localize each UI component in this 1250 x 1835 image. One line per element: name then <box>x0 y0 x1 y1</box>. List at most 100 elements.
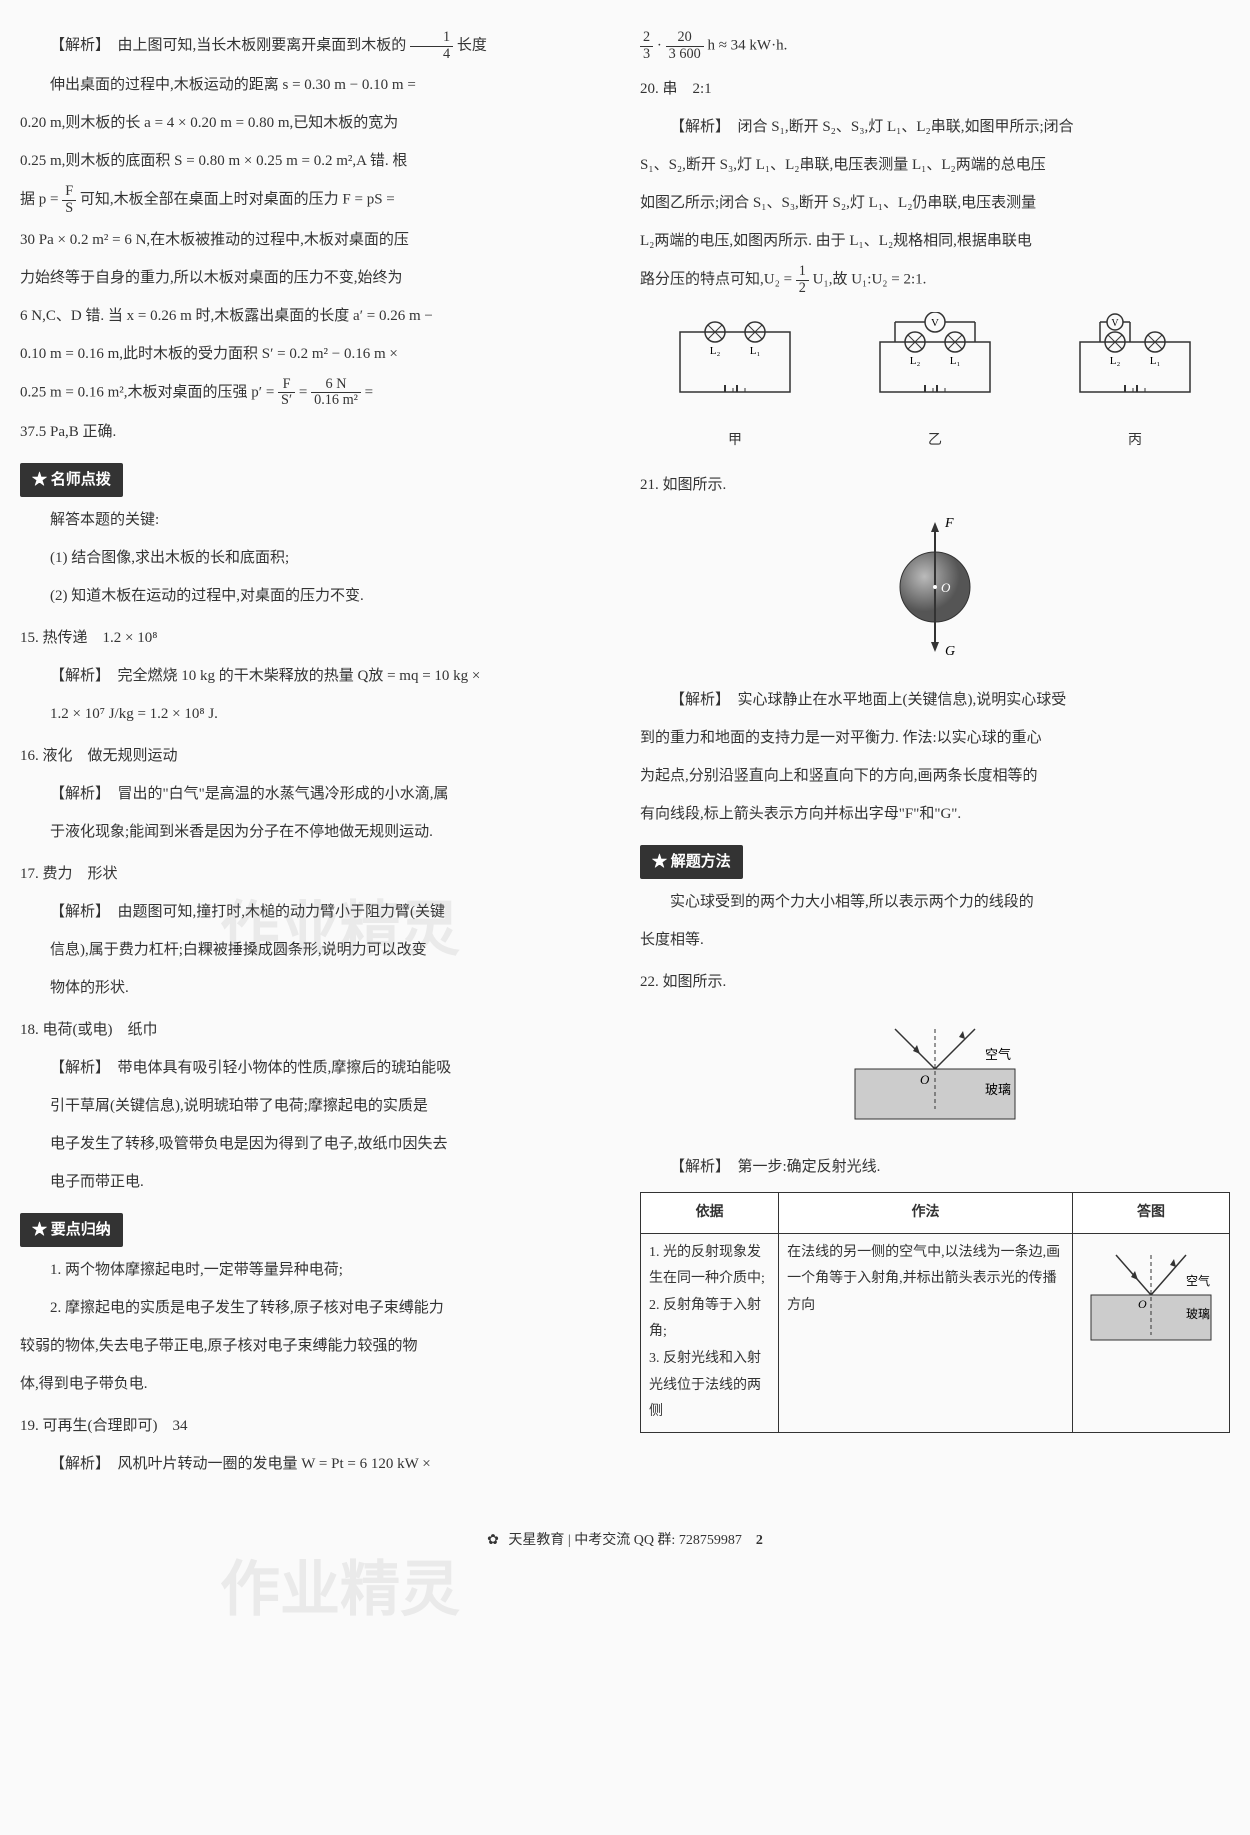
table-header: 答图 <box>1072 1192 1229 1233</box>
tip-heading: 解答本题的关键: <box>20 505 610 535</box>
right-column: 2 3 · 20 3 600 h ≈ 34 kW·h. 20. 串 2:1 【解… <box>640 30 1230 1487</box>
analysis-text: 如图乙所示;闭合 S₁、S₃,断开 S₂,灯 L₁、L₂仍串联,电压表测量 <box>640 188 1230 218</box>
force-label-f: F <box>944 516 954 531</box>
solution-table: 依据 作法 答图 1. 光的反射现象发生在同一种介质中; 2. 反射角等于入射角… <box>640 1192 1230 1433</box>
numerator: 6 N <box>311 377 361 394</box>
analysis-text: 6 N,C、D 错. 当 x = 0.26 m 时,木板露出桌面的长度 a′ =… <box>20 301 610 331</box>
denominator: 3 <box>640 47 653 63</box>
section-tag-points: 要点归纳 <box>20 1213 123 1247</box>
circuit-label: 丙 <box>1040 427 1230 455</box>
analysis-text: 实心球受到的两个力大小相等,所以表示两个力的线段的 <box>640 887 1230 917</box>
note-item: 2. 摩擦起电的实质是电子发生了转移,原子核对电子束缚能力 <box>20 1293 610 1323</box>
question-19: 19. 可再生(合理即可) 34 <box>20 1411 610 1441</box>
center-label: O <box>941 580 951 595</box>
svg-text:L₂: L₂ <box>910 355 921 367</box>
text: 0.25 m = 0.16 m²,木板对桌面的压强 p′ = <box>20 384 278 400</box>
left-column: 【解析】 由上图可知,当长木板刚要离开桌面到木板的 1 4 长度 伸出桌面的过程… <box>20 30 610 1487</box>
analysis-text: 于液化现象;能闻到米香是因为分子在不停地做无规则运动. <box>20 817 610 847</box>
analysis-text: 路分压的特点可知,U₂ = 1 2 U₁,故 U₁:U₂ = 2:1. <box>640 264 1230 296</box>
fraction: 1 2 <box>796 264 809 296</box>
table-cell: 1. 光的反射现象发生在同一种介质中; 2. 反射角等于入射角; 3. 反射光线… <box>641 1233 779 1432</box>
svg-text:L₂: L₂ <box>1110 355 1121 367</box>
svg-text:L₂: L₂ <box>710 345 721 357</box>
answer-refraction-icon: O 空气 玻璃 <box>1081 1240 1221 1350</box>
question-18: 18. 电荷(或电) 纸巾 <box>20 1015 610 1045</box>
table-header: 作法 <box>779 1192 1073 1233</box>
tip-item: (2) 知道木板在运动的过程中,对桌面的压力不变. <box>20 581 610 611</box>
text: 可知,木板全部在桌面上时对桌面的压力 F = pS = <box>80 192 395 208</box>
page-columns: 【解析】 由上图可知,当长木板刚要离开桌面到木板的 1 4 长度 伸出桌面的过程… <box>20 30 1230 1487</box>
question-21: 21. 如图所示. <box>640 470 1230 500</box>
fraction: F S′ <box>278 377 295 409</box>
circuit-icon: L₂ L₁ V <box>1065 312 1205 412</box>
fraction: 6 N 0.16 m² <box>311 377 361 409</box>
footer-qq-label: 中考交流 QQ 群: <box>574 1533 679 1548</box>
question-16: 16. 液化 做无规则运动 <box>20 741 610 771</box>
circuit-label: 甲 <box>640 427 830 455</box>
circuit-bing: L₂ L₁ V 丙 <box>1040 312 1230 455</box>
force-label-g: G <box>945 644 955 659</box>
page-footer: ✿ 天星教育 | 中考交流 QQ 群: 728759987 2 <box>20 1517 1230 1555</box>
sphere-icon: F O G <box>875 512 995 662</box>
note-item: 1. 两个物体摩擦起电时,一定带等量异种电荷; <box>20 1255 610 1285</box>
svg-text:V: V <box>1111 318 1119 329</box>
svg-text:O: O <box>1138 1297 1147 1311</box>
analysis-text: 【解析】 由上图可知,当长木板刚要离开桌面到木板的 1 4 长度 <box>20 30 610 62</box>
analysis-text: 0.20 m,则木板的长 a = 4 × 0.20 m = 0.80 m,已知木… <box>20 108 610 138</box>
denominator: S′ <box>278 393 295 409</box>
fraction: 20 3 600 <box>666 30 704 62</box>
glass-label: 玻璃 <box>985 1082 1011 1097</box>
text: 长度 <box>457 38 487 54</box>
footer-logo-icon: ✿ <box>487 1527 499 1555</box>
question-22: 22. 如图所示. <box>640 967 1230 997</box>
analysis-text: 1.2 × 10⁷ J/kg = 1.2 × 10⁸ J. <box>20 699 610 729</box>
page-number: 2 <box>756 1533 763 1548</box>
analysis-text: 据 p = F S 可知,木板全部在桌面上时对桌面的压力 F = pS = <box>20 184 610 216</box>
denominator: 3 600 <box>666 47 704 63</box>
analysis-text: 力始终等于自身的重力,所以木板对桌面的压力不变,始终为 <box>20 263 610 293</box>
footer-qq: 728759987 <box>679 1533 742 1548</box>
circuit-icon: L₂ L₁ <box>665 312 805 412</box>
analysis-text: 【解析】 完全燃烧 10 kg 的干木柴释放的热量 Q放 = mq = 10 k… <box>20 661 610 691</box>
analysis-text: 为起点,分别沿竖直向上和竖直向下的方向,画两条长度相等的 <box>640 761 1230 791</box>
footer-brand: 天星教育 <box>508 1533 564 1548</box>
air-label: 空气 <box>985 1047 1011 1062</box>
analysis-text: 物体的形状. <box>20 973 610 1003</box>
note-item: 较弱的物体,失去电子带正电,原子核对电子束缚能力较强的物 <box>20 1331 610 1361</box>
section-tag-tips: 名师点拨 <box>20 463 123 497</box>
circuit-icon: L₂ L₁ V <box>865 312 1005 412</box>
analysis-text: S₁、S₂,断开 S₃,灯 L₁、L₂串联,电压表测量 L₁、L₂两端的总电压 <box>640 150 1230 180</box>
fraction: 2 3 <box>640 30 653 62</box>
denominator: S <box>62 201 76 217</box>
analysis-text: 有向线段,标上箭头表示方向并标出字母"F"和"G". <box>640 799 1230 829</box>
svg-text:V: V <box>931 317 939 329</box>
text: 【解析】 由上图可知,当长木板刚要离开桌面到木板的 <box>50 38 406 54</box>
analysis-text: 0.25 m = 0.16 m²,木板对桌面的压强 p′ = F S′ = 6 … <box>20 377 610 409</box>
analysis-text: 引干草屑(关键信息),说明琥珀带了电荷;摩擦起电的实质是 <box>20 1091 610 1121</box>
analysis-text: 到的重力和地面的支持力是一对平衡力. 作法:以实心球的重心 <box>640 723 1230 753</box>
refraction-icon: O 空气 玻璃 <box>835 1009 1035 1129</box>
analysis-text: 【解析】 风机叶片转动一圈的发电量 W = Pt = 6 120 kW × <box>20 1449 610 1479</box>
numerator: 1 <box>796 264 809 281</box>
table-cell-diagram: O 空气 玻璃 <box>1072 1233 1229 1432</box>
analysis-text: 30 Pa × 0.2 m² = 6 N,在木板被推动的过程中,木板对桌面的压 <box>20 225 610 255</box>
section-tag-method: 解题方法 <box>640 845 743 879</box>
circuit-jia: L₂ L₁ 甲 <box>640 312 830 455</box>
denominator: 2 <box>796 281 809 297</box>
analysis-text: 伸出桌面的过程中,木板运动的距离 s = 0.30 m − 0.10 m = <box>20 70 610 100</box>
text: 据 p = <box>20 192 62 208</box>
circuit-yi: L₂ L₁ V 乙 <box>840 312 1030 455</box>
text: 路分压的特点可知,U₂ = <box>640 272 796 288</box>
numerator: F <box>278 377 295 394</box>
table-header: 依据 <box>641 1192 779 1233</box>
analysis-text: 0.10 m = 0.16 m,此时木板的受力面积 S′ = 0.2 m² − … <box>20 339 610 369</box>
question-20: 20. 串 2:1 <box>640 74 1230 104</box>
note-item: 体,得到电子带负电. <box>20 1369 610 1399</box>
tip-item: (1) 结合图像,求出木板的长和底面积; <box>20 543 610 573</box>
question-17: 17. 费力 形状 <box>20 859 610 889</box>
origin-label: O <box>920 1072 930 1087</box>
numerator: 20 <box>666 30 704 47</box>
question-15: 15. 热传递 1.2 × 10⁸ <box>20 623 610 653</box>
analysis-text: 0.25 m,则木板的底面积 S = 0.80 m × 0.25 m = 0.2… <box>20 146 610 176</box>
analysis-text: 37.5 Pa,B 正确. <box>20 417 610 447</box>
